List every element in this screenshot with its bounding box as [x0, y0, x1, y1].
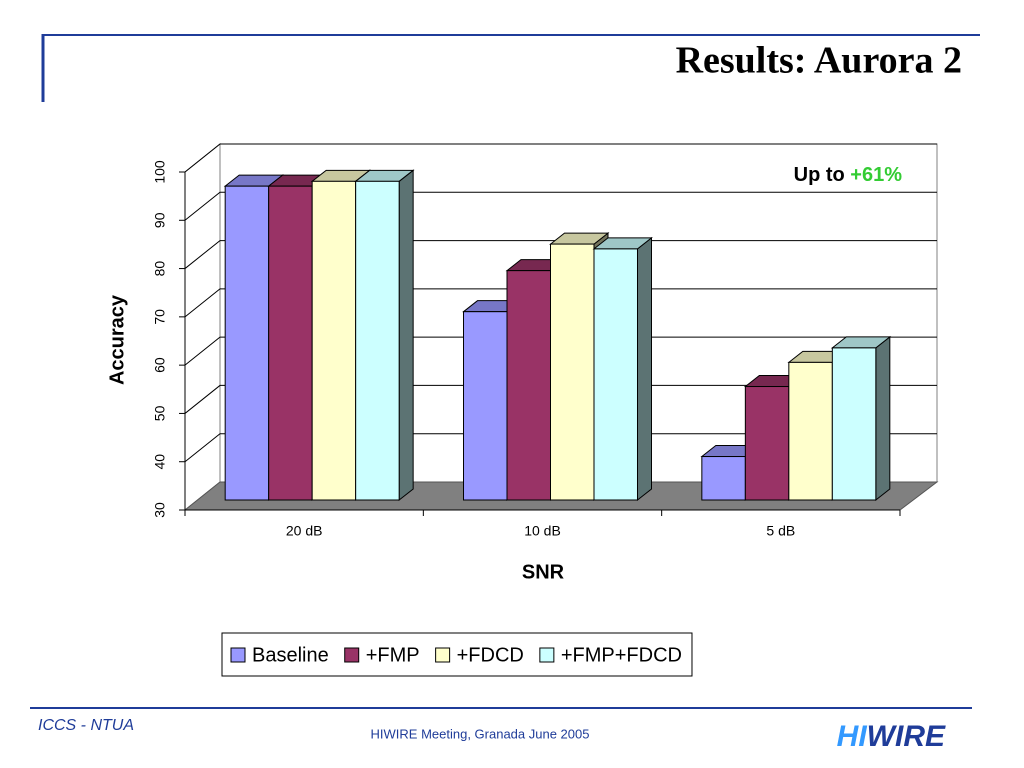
- bar: [788, 361, 833, 501]
- grid-line: [184, 384, 937, 414]
- annotation: Up to +61%: [794, 164, 903, 186]
- y-tick-label: 30: [152, 502, 168, 518]
- legend-swatch: [230, 647, 246, 663]
- x-axis-title: SNR: [522, 561, 565, 583]
- logo-part: HI: [837, 720, 868, 753]
- bar: [701, 456, 746, 501]
- y-tick-label: 100: [152, 160, 168, 184]
- chart: 30 40 50 60 70 80 90 100 20 dB 10 dB 5 dB SNR Accura…: [106, 142, 939, 677]
- legend-label: Baseline: [252, 644, 329, 666]
- bar: [506, 270, 552, 501]
- logo-part: WIRE: [867, 720, 946, 753]
- y-tick-label: 60: [152, 357, 168, 373]
- legend-label: +FMP: [366, 644, 420, 666]
- grid-line: [184, 240, 937, 269]
- y-axis-title: Accuracy: [106, 294, 128, 385]
- grid-line: [184, 288, 937, 318]
- footer-left: ICCS - NTUA: [38, 717, 134, 734]
- footer-center: HIWIRE Meeting, Granada June 2005: [371, 726, 590, 741]
- x-tick-label: 10 dB: [524, 523, 561, 539]
- y-tick-label: 40: [152, 454, 168, 470]
- legend-swatch: [539, 647, 555, 663]
- bar: [311, 180, 357, 501]
- legend-swatch: [435, 647, 451, 663]
- legend-label: +FMP+FDCD: [561, 644, 682, 666]
- annotation-text: Up to: [794, 164, 845, 186]
- bar-side: [636, 236, 652, 502]
- bar: [268, 185, 313, 501]
- y-tick-label: 50: [152, 405, 168, 421]
- logo: HIWIRE: [837, 720, 946, 753]
- annotation-highlight: +61%: [850, 164, 902, 186]
- grid-line: [184, 336, 937, 366]
- side-wall: [184, 142, 221, 512]
- bar: [355, 180, 400, 501]
- bar: [463, 311, 508, 501]
- bar: [831, 347, 877, 501]
- grid-line: [184, 143, 937, 173]
- bar: [550, 243, 595, 501]
- y-tick-label: 70: [152, 309, 168, 325]
- slide-title: Results: Aurora 2: [676, 40, 962, 82]
- bar: [593, 248, 638, 501]
- bar-side: [398, 169, 414, 502]
- legend-swatch: [344, 647, 360, 663]
- grid-line: [184, 191, 937, 221]
- grid-line: [184, 433, 937, 463]
- legend-label: +FDCD: [457, 644, 524, 666]
- bar: [224, 185, 270, 501]
- y-tick-label: 90: [152, 212, 168, 228]
- x-tick-label: 20 dB: [286, 523, 323, 539]
- x-tick-label: 5 dB: [766, 523, 795, 539]
- bar: [744, 386, 790, 501]
- y-tick-label: 80: [152, 261, 168, 277]
- bar-side: [875, 335, 891, 502]
- legend: [221, 632, 693, 677]
